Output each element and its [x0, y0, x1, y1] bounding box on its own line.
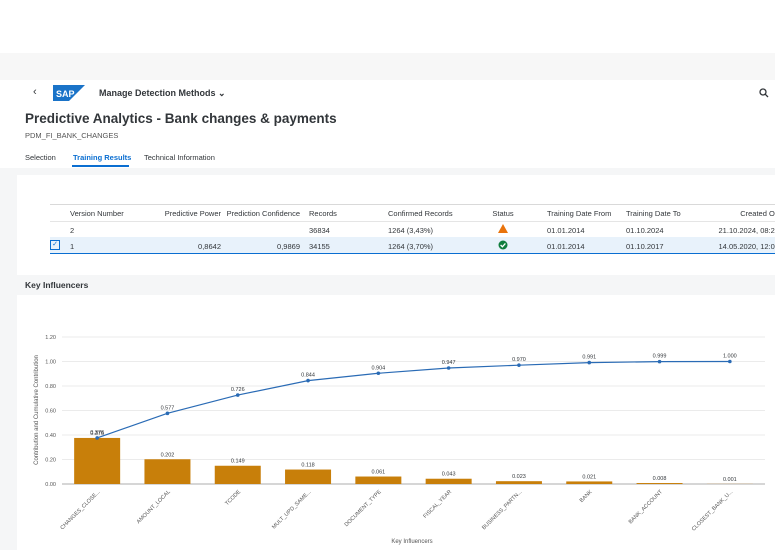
top-band: [0, 53, 775, 80]
table-cell: 1264 (3,43%): [388, 226, 434, 235]
column-header: Prediction Confidence: [226, 209, 300, 218]
table-cell: 0,9869: [277, 242, 300, 251]
cumulative-line: [96, 360, 730, 439]
app-title-text: Manage Detection Methods: [99, 88, 216, 98]
column-header: Training Date From: [547, 209, 612, 218]
bar-label: 0.008: [653, 476, 667, 482]
line-point: [165, 411, 170, 416]
table-cell: 01.10.2017: [626, 242, 664, 251]
column-header: Status: [492, 209, 514, 218]
table-cell: 0,8642: [198, 242, 221, 251]
line-point: [446, 366, 451, 370]
bar: [636, 483, 683, 484]
bar: [285, 469, 332, 484]
line-point: [95, 436, 99, 440]
row-rule: [50, 221, 775, 222]
table-cell: 21.10.2024, 08:24: [718, 226, 775, 235]
tab-underline: [72, 165, 129, 167]
line-label: 0.577: [161, 405, 175, 411]
chart: Key Influencers Contribution and Cumulat…: [17, 295, 775, 550]
line-point: [376, 371, 381, 376]
y-tick-label: 0.80: [45, 384, 56, 390]
table-cell: 34155: [309, 242, 330, 251]
line-label: 0.970: [512, 357, 526, 363]
column-header: Predictive Power: [164, 209, 221, 218]
page-subtitle: PDM_FI_BANK_CHANGES: [25, 131, 119, 140]
table-cell: 1: [70, 242, 75, 251]
table-cell: 1264 (3,70%): [388, 242, 434, 251]
column-header: Version Number: [70, 209, 124, 218]
table-cell: 01.01.2014: [547, 226, 585, 235]
tab-selected[interactable]: Training Results: [73, 153, 132, 162]
line-point: [306, 378, 310, 383]
page-title: Predictive Analytics - Bank changes & pa…: [25, 111, 337, 126]
y-axis-title: Contribution and Cumulative Contribution: [34, 355, 40, 465]
bar-label: 0.061: [371, 470, 385, 476]
chart-panel: [17, 295, 775, 550]
table-cell: 14.05.2020, 12:04: [718, 242, 775, 251]
section-title: Key Influencers: [25, 280, 89, 290]
table-cell: 01.10.2024: [626, 226, 664, 235]
bar-label: 0.043: [442, 472, 456, 478]
search-icon[interactable]: [759, 88, 769, 98]
table-cell: 01.01.2014: [547, 242, 585, 251]
line-label: 0.991: [582, 355, 596, 361]
line-point: [657, 359, 662, 364]
y-tick-label: 1.00: [45, 360, 56, 366]
line-label: 0.904: [371, 365, 385, 371]
bar-label: 0.376: [90, 431, 104, 437]
sap-logo: SAP: [53, 85, 85, 101]
line-label: 0.844: [301, 373, 315, 379]
line-point: [517, 363, 521, 367]
bar: [566, 481, 613, 484]
y-tick-label: 0.20: [45, 458, 56, 464]
column-header: Records: [309, 209, 337, 218]
line-label: 0.376: [90, 430, 104, 436]
bar-label: 0.149: [231, 459, 245, 465]
bar-label: 0.023: [512, 474, 526, 480]
column-header: Training Date To: [626, 209, 681, 218]
table-cell: 2: [70, 226, 75, 235]
x-axis-title: Key Influencers: [391, 539, 432, 545]
bar-label: 0.202: [161, 452, 175, 458]
line-point: [235, 393, 240, 397]
bar: [355, 476, 402, 484]
y-tick-label: 0.60: [45, 409, 56, 415]
line-point: [728, 359, 732, 364]
bar: [74, 437, 121, 484]
tab[interactable]: Selection: [25, 153, 56, 162]
bar: [144, 459, 191, 484]
bar: [425, 478, 472, 484]
status-warning-icon: [498, 224, 508, 233]
table-panel: ✓ Version Number Predictive Power Predicti…: [17, 175, 775, 275]
line-label: 0.726: [231, 387, 245, 393]
row-checkbox[interactable]: ✓: [50, 240, 60, 250]
line-point: [587, 360, 592, 365]
status-success-icon: [498, 240, 508, 250]
line-label: 0.947: [442, 360, 456, 366]
table-cell: 36834: [309, 226, 330, 235]
y-tick-label: 1.20: [45, 335, 56, 341]
table-rule: [50, 204, 775, 205]
line-label: 1.000: [723, 354, 737, 360]
y-tick-label: 0.00: [45, 482, 56, 488]
bar: [495, 481, 542, 484]
bar-label: 0.118: [301, 463, 314, 469]
app-title[interactable]: Manage Detection Methods ⌄: [99, 88, 226, 98]
tab[interactable]: Technical Information: [144, 153, 215, 162]
bar: [214, 465, 261, 484]
back-button[interactable]: ‹: [33, 86, 37, 98]
selected-row[interactable]: [50, 237, 775, 254]
y-tick-label: 0.40: [45, 433, 56, 439]
column-header: Created On: [740, 209, 775, 218]
column-header: Confirmed Records: [388, 209, 453, 218]
svg-text:SAP: SAP: [56, 89, 75, 99]
bar-label: 0.001: [723, 477, 737, 483]
bar-label: 0.021: [582, 474, 596, 480]
line-label: 0.999: [653, 354, 667, 360]
